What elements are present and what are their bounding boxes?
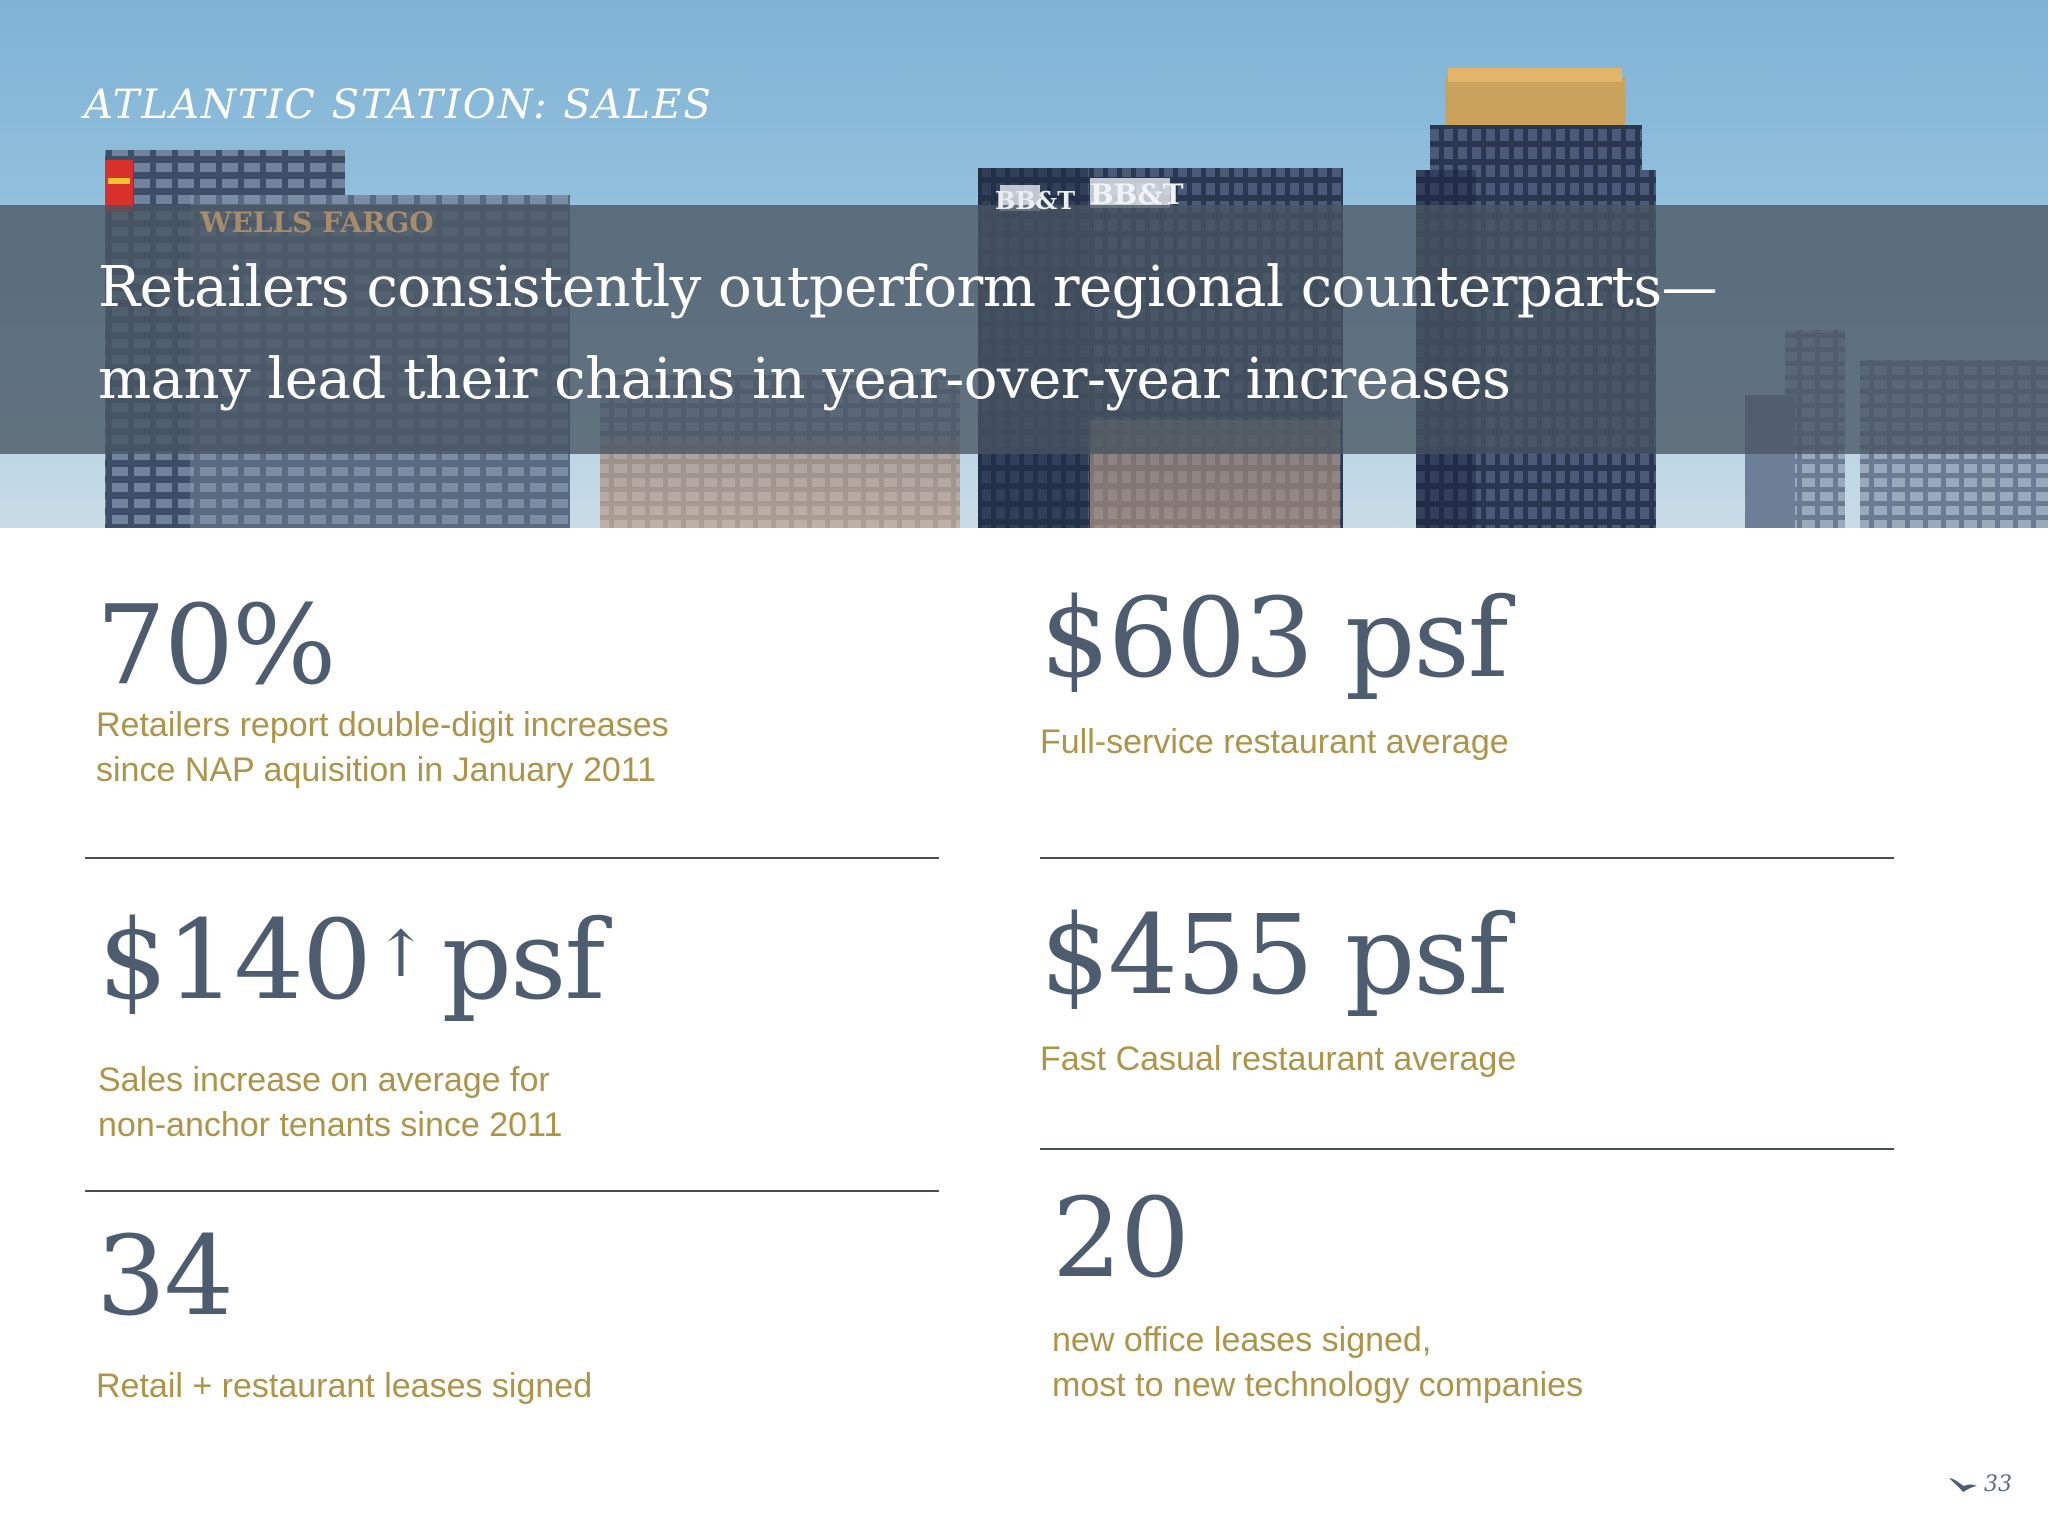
stat-description-line: Sales increase on average for xyxy=(98,1061,550,1099)
stat-description-line: non-anchor tenants since 2011 xyxy=(98,1106,563,1144)
stat-description: Retail + restaurant leases signed xyxy=(96,1364,592,1409)
footer: 33 xyxy=(1948,1472,2012,1497)
stat-value: 70% xyxy=(96,581,336,709)
stat-value: 34 xyxy=(96,1212,234,1340)
stat-description: Sales increase on average for non-anchor… xyxy=(98,1058,603,1148)
stat-description: new office leases signed, most to new te… xyxy=(1052,1318,1583,1408)
stat-value: $455 psf xyxy=(1040,891,1509,1019)
divider xyxy=(85,857,939,859)
stat-full-service: $603 psf Full-service restaurant average xyxy=(1040,578,1509,765)
stat-value: $140↑ psf xyxy=(98,895,605,1020)
stat-description-line: Retailers report double-digit increases xyxy=(96,706,669,744)
stat-description: Full-service restaurant average xyxy=(1040,720,1509,765)
wells-fargo-sign: WELLS FARGO xyxy=(200,206,434,239)
section-label: ATLANTIC STATION: SALES xyxy=(84,82,713,128)
stat-value: 20 xyxy=(1052,1174,1190,1302)
stat-description-line: Fast Casual restaurant average xyxy=(1040,1040,1517,1078)
headline: Retailers consistently outperform region… xyxy=(98,242,1998,426)
stat-description-line: Full-service restaurant average xyxy=(1040,723,1509,761)
divider xyxy=(1040,1148,1894,1150)
divider xyxy=(85,1190,939,1192)
stat-description-line: most to new technology companies xyxy=(1052,1366,1584,1404)
page-number: 33 xyxy=(1984,1472,2012,1497)
stat-sales-increase: $140↑ psf Sales increase on average for n… xyxy=(98,895,605,1148)
stat-value: $603 psf xyxy=(1040,574,1508,702)
headline-line: many lead their chains in year-over-year… xyxy=(98,347,1511,412)
hero-banner: ATLANTIC STATION: SALES Retailers consis… xyxy=(0,0,2048,528)
stat-leases-signed: 34 Retail + restaurant leases signed xyxy=(96,1216,592,1409)
headline-line: Retailers consistently outperform region… xyxy=(98,255,1718,320)
bird-logo-icon xyxy=(1949,1477,1977,1492)
stat-value-suffix: psf xyxy=(441,896,606,1024)
stat-description-line: new office leases signed, xyxy=(1052,1321,1432,1359)
stat-value-prefix: $140 xyxy=(98,896,372,1024)
headline-band xyxy=(0,205,2048,454)
divider xyxy=(1040,857,1894,859)
stat-description: Retailers report double-digit increases … xyxy=(96,703,669,793)
bbt-sign-left: BB&T xyxy=(995,186,1076,215)
arrow-up-icon: ↑ xyxy=(373,918,428,992)
stat-fast-casual: $455 psf Fast Casual restaurant average xyxy=(1040,895,1516,1082)
stat-description-line: Retail + restaurant leases signed xyxy=(96,1367,593,1405)
stat-description-line: since NAP aquisition in January 2011 xyxy=(96,751,657,789)
stat-retailers-increase: 70% Retailers report double-digit increa… xyxy=(96,585,669,793)
stat-office-leases: 20 new office leases signed, most to new… xyxy=(1052,1178,1583,1408)
stat-description: Fast Casual restaurant average xyxy=(1040,1037,1516,1082)
bbt-sign-right: BB&T xyxy=(1090,178,1184,211)
